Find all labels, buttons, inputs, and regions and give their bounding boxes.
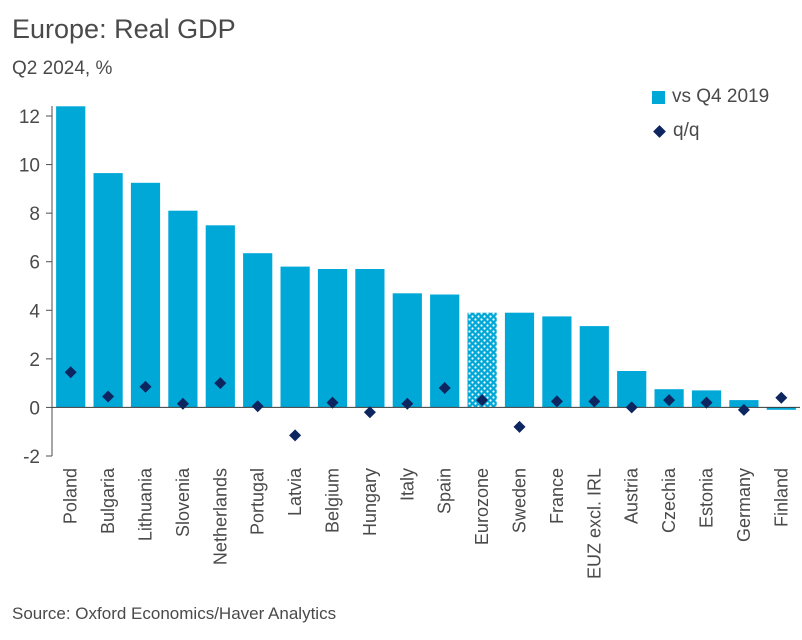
x-category-label: Portugal: [248, 468, 268, 535]
y-tick-label: 2: [29, 350, 40, 371]
x-category-label: Poland: [61, 468, 81, 524]
bar-netherlands: [205, 225, 235, 408]
x-category-label: Czechia: [659, 467, 679, 533]
bar-latvia: [280, 266, 310, 408]
x-category-label: Slovenia: [173, 467, 193, 537]
point-qq-hungary: [363, 406, 376, 419]
x-category-label: Lithuania: [136, 467, 156, 541]
y-tick-label: 6: [29, 253, 40, 274]
bar-italy: [392, 293, 422, 408]
legend: vs Q4 2019 q/q: [652, 80, 769, 148]
bar-bulgaria: [93, 173, 123, 408]
bar-france: [542, 316, 572, 408]
point-qq-lithuania: [139, 380, 152, 393]
x-category-label: Italy: [397, 468, 417, 501]
bar-lithuania: [130, 182, 161, 408]
point-qq-austria: [625, 401, 638, 414]
y-tick-label: 4: [29, 301, 40, 322]
bar-portugal: [243, 253, 273, 408]
point-qq-germany: [737, 403, 750, 416]
x-category-label: Estonia: [697, 467, 717, 528]
x-category-label: Bulgaria: [98, 467, 118, 534]
point-qq-euz-excl-irl: [588, 395, 601, 408]
x-category-label: Spain: [435, 468, 455, 514]
bar-eurozone: [467, 312, 497, 408]
chart-title: Europe: Real GDP: [12, 14, 236, 44]
x-category-label: Eurozone: [472, 468, 492, 545]
legend-swatch-bar: [652, 90, 665, 104]
x-category-label: France: [547, 468, 567, 524]
y-tick-label: 10: [19, 156, 40, 177]
legend-item-diamonds: q/q: [652, 114, 769, 148]
y-tick-label: 0: [29, 398, 40, 419]
point-qq-latvia: [289, 429, 302, 442]
point-qq-eurozone: [476, 394, 489, 407]
point-qq-poland: [64, 366, 77, 379]
point-qq-estonia: [700, 396, 713, 409]
point-qq-finland: [775, 391, 788, 404]
legend-label-diamonds: q/q: [673, 120, 700, 141]
point-qq-belgium: [326, 396, 339, 409]
x-category-label: Sweden: [510, 468, 530, 533]
point-qq-spain: [438, 382, 451, 394]
point-qq-portugal: [251, 400, 264, 413]
x-category-label: Finland: [771, 468, 791, 527]
legend-label-bars: vs Q4 2019: [672, 86, 770, 107]
bar-sweden: [504, 312, 535, 408]
x-category-label: Netherlands: [210, 468, 230, 565]
y-tick-label: 12: [19, 107, 40, 128]
x-category-label: Germany: [734, 468, 754, 542]
bar-euz-excl-irl: [579, 326, 609, 408]
point-qq-france: [550, 395, 563, 408]
point-qq-czechia: [663, 394, 676, 407]
bar-austria: [617, 371, 647, 408]
bar-slovenia: [168, 210, 198, 408]
x-category-label: EUZ excl. IRL: [584, 468, 604, 579]
y-tick-label: 8: [29, 204, 40, 225]
x-category-label: Belgium: [323, 468, 343, 533]
x-category-label: Hungary: [360, 468, 380, 536]
y-tick-label: -2: [23, 447, 40, 468]
x-category-label: Latvia: [285, 467, 305, 516]
bar-belgium: [317, 269, 348, 408]
bar-poland: [56, 106, 86, 408]
source-note: Source: Oxford Economics/Haver Analytics: [12, 604, 337, 623]
legend-item-bars: vs Q4 2019: [652, 80, 769, 114]
x-category-label: Austria: [622, 467, 642, 524]
bar-finland: [766, 407, 796, 410]
point-qq-netherlands: [214, 377, 227, 390]
bar-germany: [729, 400, 759, 408]
point-qq-bulgaria: [102, 390, 115, 403]
point-qq-italy: [401, 397, 414, 410]
bar-hungary: [355, 269, 385, 408]
chart-subtitle: Q2 2024, %: [12, 58, 113, 79]
point-qq-slovenia: [176, 397, 189, 410]
point-qq-sweden: [513, 420, 526, 433]
